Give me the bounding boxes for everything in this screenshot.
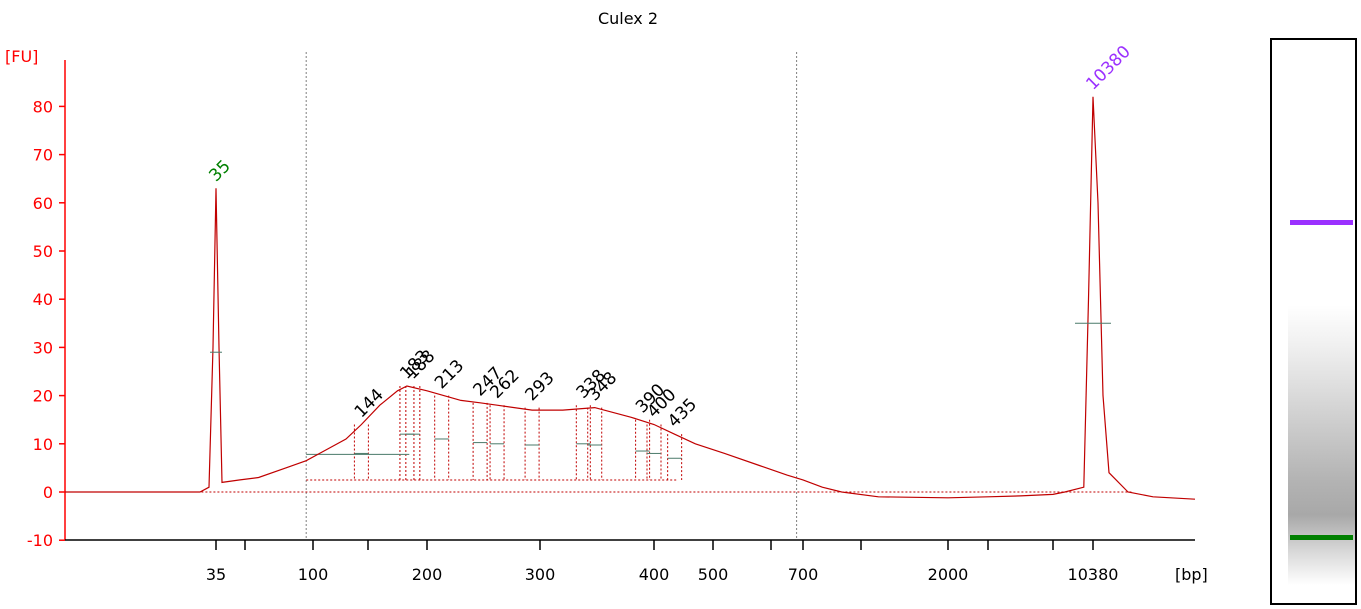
y-tick-label: -10 — [27, 531, 53, 550]
x-tick-label: 10380 — [1068, 565, 1119, 584]
y-tick-label: 70 — [33, 146, 53, 165]
y-tick-label: 40 — [33, 290, 53, 309]
y-tick-label: 60 — [33, 194, 53, 213]
region-markers — [305, 52, 798, 540]
x-tick-label: 200 — [412, 565, 443, 584]
y-tick-label: 20 — [33, 387, 53, 406]
y-tick-label: 30 — [33, 338, 53, 357]
x-tick-label: 500 — [698, 565, 729, 584]
x-tick-label: 300 — [525, 565, 556, 584]
gel-band-lower-marker — [1290, 535, 1353, 540]
trace-line — [65, 96, 1196, 500]
x-tick-label: 2000 — [928, 565, 969, 584]
trace-layer — [65, 96, 1196, 500]
x-tick-label: 35 — [206, 565, 226, 584]
gel-smear — [1288, 305, 1355, 585]
x-axis-label: [bp] — [1175, 565, 1208, 584]
y-tick-label: 10 — [33, 435, 53, 454]
peak-label: 293 — [521, 368, 558, 405]
y-tick-label: 50 — [33, 242, 53, 261]
electropherogram-chart: Culex 2 [FU] [bp] -10 0 10 20 30 40 50 60 70 80 35… — [5, 9, 1208, 584]
chart-title: Culex 2 — [598, 9, 658, 28]
x-tick-label: 400 — [639, 565, 670, 584]
gel-band-upper-marker — [1290, 220, 1353, 225]
y-tick-label: 80 — [33, 97, 53, 116]
peak-label: 10380 — [1082, 42, 1134, 94]
peak-label: 35 — [205, 156, 234, 185]
axes: -10 0 10 20 30 40 50 60 70 80 35 100 200 300 400 500 700… — [27, 60, 1195, 584]
gel-lane — [1270, 38, 1357, 605]
peak-label: 144 — [351, 385, 388, 422]
peak-region-boxes — [125, 385, 1133, 493]
x-tick-label: 100 — [298, 565, 329, 584]
x-tick-label: 700 — [788, 565, 819, 584]
y-axis-label: [FU] — [5, 47, 38, 66]
y-tick-label: 0 — [43, 483, 53, 502]
